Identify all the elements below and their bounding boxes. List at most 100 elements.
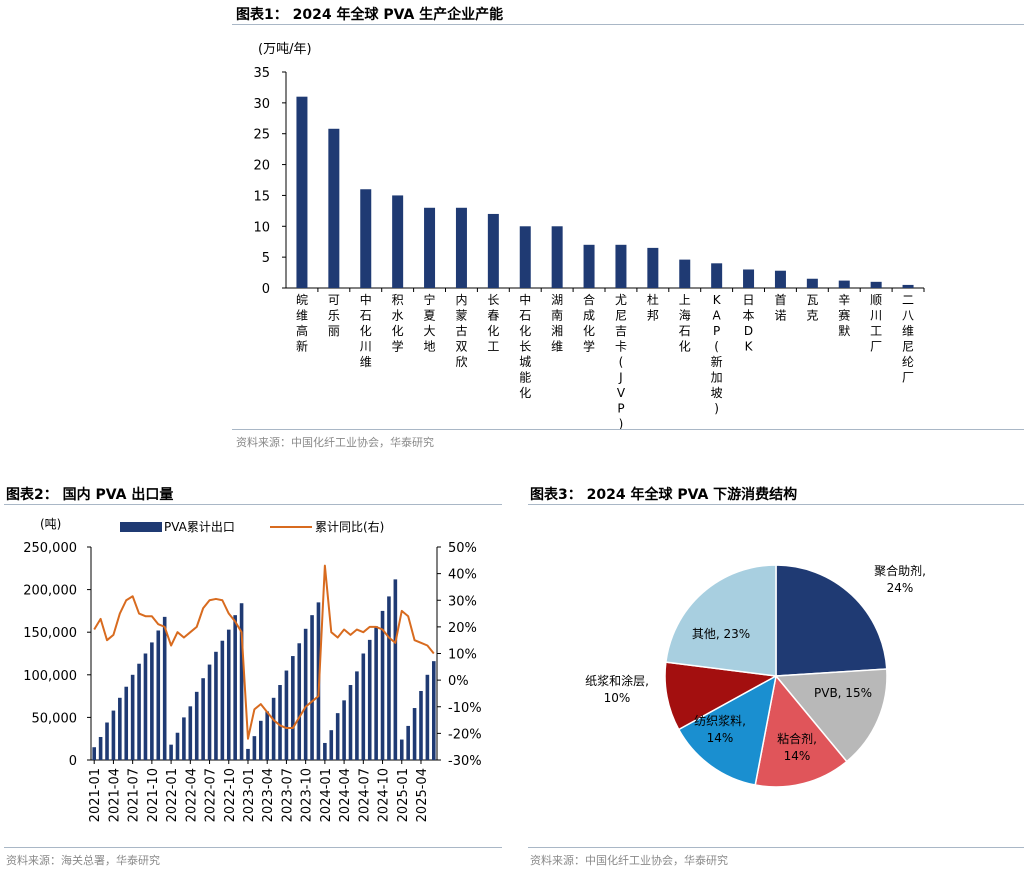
export-bar <box>406 725 410 760</box>
figure3-title-rule <box>528 504 1024 505</box>
pie-label: 粘合剂, <box>777 731 817 746</box>
pie-slice <box>754 674 848 788</box>
export-bar <box>124 686 129 760</box>
x-category-label: 长春化工 <box>487 293 499 354</box>
export-bar <box>150 642 154 760</box>
x-category-label: 宁夏大地 <box>424 292 436 354</box>
capacity-bar <box>679 259 691 288</box>
capacity-bar <box>296 96 308 288</box>
y-axis-unit-label: (吨) <box>40 517 61 531</box>
y-tick-label: 35 <box>253 66 270 81</box>
x-tick-label: 2022-07 <box>204 768 219 822</box>
left-y-tick-label: 150,000 <box>23 626 77 641</box>
right-y-tick-label: -20% <box>448 727 482 742</box>
right-y-tick-label: 30% <box>448 594 477 609</box>
capacity-bar <box>328 128 340 288</box>
export-bar <box>194 691 199 760</box>
x-tick-label: 2024-01 <box>319 768 334 822</box>
x-tick-label: 2024-10 <box>377 768 392 822</box>
capacity-bar <box>392 195 404 288</box>
right-y-tick-label: 0% <box>448 674 469 689</box>
export-bar <box>98 736 103 760</box>
capacity-bar <box>551 226 563 288</box>
x-tick-label: 2021-07 <box>127 768 142 822</box>
x-category-label: 顺川工厂 <box>870 293 882 354</box>
export-bar <box>367 639 372 760</box>
y-tick-label: 20 <box>253 159 270 174</box>
y-tick-label: 25 <box>253 128 270 143</box>
left-y-tick-label: 200,000 <box>23 584 77 599</box>
x-tick-label: 2025-04 <box>415 768 430 822</box>
export-bar <box>284 670 289 760</box>
figure3-pie-chart: 聚合助剂, 24% PVB, 15% 粘合剂, 14% 纺织浆料, 14% 纸浆和涂层, 10%… <box>585 563 926 788</box>
capacity-bar <box>806 278 818 288</box>
export-bar <box>156 630 161 760</box>
x-tick-label: 2022-10 <box>223 768 238 822</box>
pie-label-pct: 24% <box>887 581 914 595</box>
x-category-label: 内蒙古双欣 <box>455 293 467 369</box>
pie-label-pct: 14% <box>784 749 811 763</box>
figure1-source: 资料来源：中国化纤工业协会，华泰研究 <box>236 436 434 449</box>
x-tick-label: 2023-01 <box>242 768 257 822</box>
export-bar <box>105 722 109 760</box>
export-bar <box>297 643 302 760</box>
capacity-bar <box>838 280 850 288</box>
export-bar <box>137 663 141 760</box>
export-bar <box>380 610 385 760</box>
export-bar <box>226 629 231 760</box>
capacity-bar <box>487 213 499 288</box>
y-tick-label: 5 <box>262 251 270 266</box>
export-bar <box>182 717 186 760</box>
right-y-tick-label: 10% <box>448 648 477 663</box>
export-bar <box>329 730 334 760</box>
x-tick-label: 2021-01 <box>88 768 103 822</box>
export-bar <box>162 616 167 760</box>
export-bar <box>278 685 282 760</box>
x-tick-label: 2022-01 <box>165 768 180 822</box>
export-bar <box>431 661 436 760</box>
export-bar <box>399 739 404 760</box>
x-category-label: 合成化学 <box>583 292 595 354</box>
export-bar <box>239 603 244 760</box>
figure1-bar-chart: (万吨/年) 0 5 10 15 20 25 30 35 皖维高新 可乐丽 中石化川维 积水化学 宁夏大地… <box>253 42 925 430</box>
x-category-label: 瓦克 <box>806 293 818 323</box>
right-y-tick-label: 20% <box>448 621 477 636</box>
capacity-bar <box>870 281 882 288</box>
x-tick-label: 2023-04 <box>261 768 276 822</box>
export-bar <box>252 736 257 760</box>
export-bar <box>348 685 353 760</box>
export-bar <box>291 656 295 760</box>
export-bar <box>355 671 359 760</box>
y-tick-label: 30 <box>253 97 270 112</box>
pie-label-pct: 10% <box>604 691 631 705</box>
export-bar <box>111 710 116 760</box>
x-category-label: 湖南湘维 <box>551 292 563 354</box>
y-tick-label: 15 <box>253 189 270 204</box>
x-tick-label: 2021-04 <box>107 768 122 822</box>
y-axis-unit-label: (万吨/年) <box>258 42 312 57</box>
export-bar <box>393 579 398 760</box>
export-bar <box>233 615 237 760</box>
figure2-title-rule <box>4 504 502 505</box>
pie-label: 聚合助剂, <box>874 563 926 578</box>
capacity-bar <box>583 244 595 288</box>
export-bar <box>258 720 263 760</box>
export-bar <box>425 674 430 760</box>
export-bar <box>335 713 340 760</box>
x-category-label: 日本 D K <box>743 293 755 354</box>
export-bar <box>143 653 148 760</box>
x-category-label: 杜邦 <box>647 292 659 323</box>
legend-bar-label: PVA累计出口 <box>164 520 235 534</box>
left-y-tick-label: 0 <box>69 754 77 769</box>
figure3-source-rule <box>528 847 1024 848</box>
export-bar <box>201 678 205 760</box>
figure1-source-rule <box>232 429 1024 430</box>
left-y-tick-label: 250,000 <box>23 541 77 556</box>
pie-label: 纺织浆料, <box>694 713 746 728</box>
export-bar <box>342 700 346 760</box>
capacity-bar <box>615 244 627 288</box>
x-tick-label: 2024-07 <box>357 768 372 822</box>
x-category-label: 积水化学 <box>392 293 404 354</box>
x-category-label: 皖维高新 <box>296 293 308 354</box>
export-bar <box>310 615 314 760</box>
